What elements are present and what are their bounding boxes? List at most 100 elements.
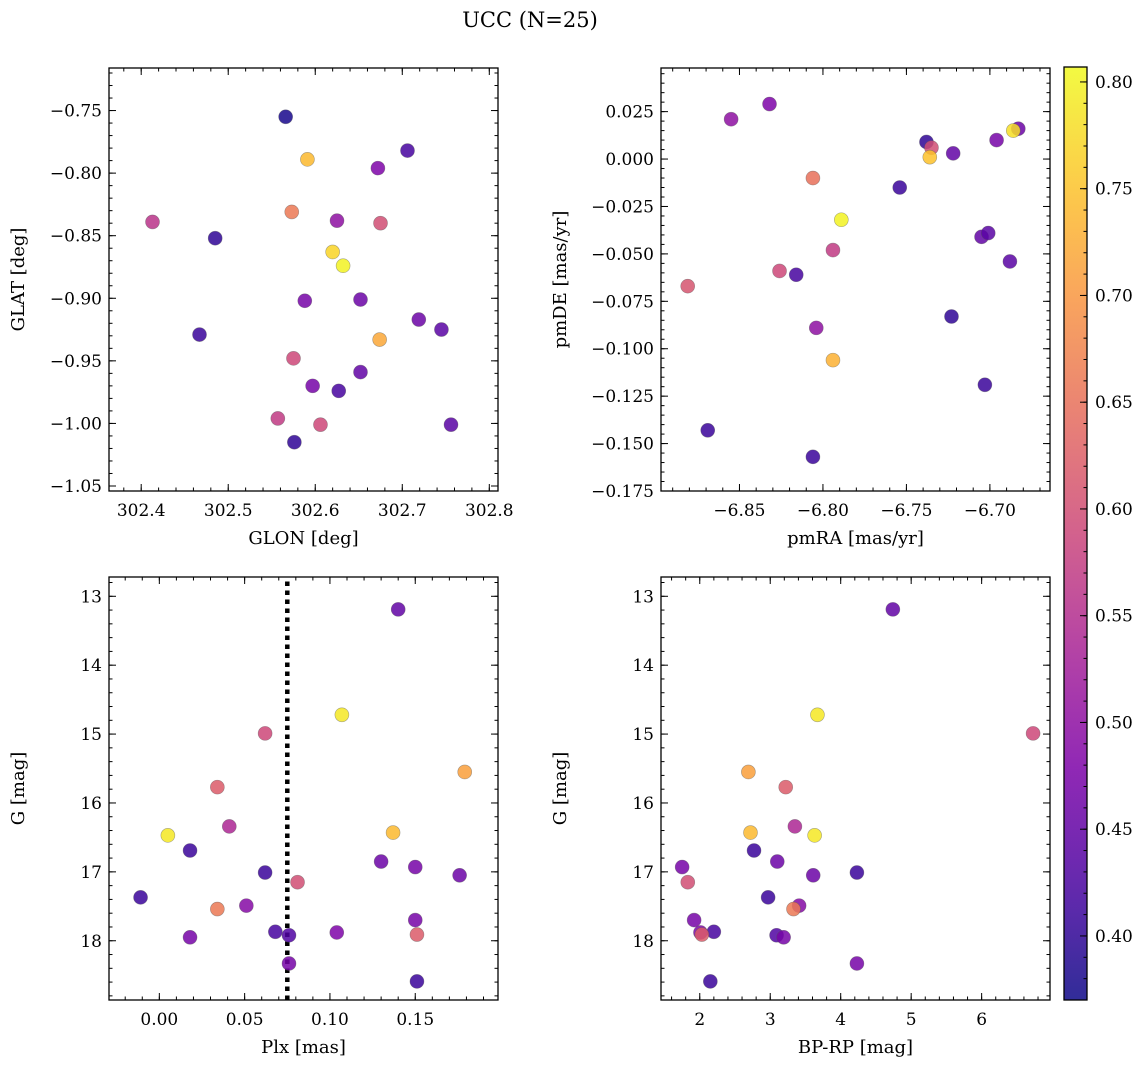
data-point xyxy=(746,843,762,858)
y-tick-label: −0.75 xyxy=(50,102,102,122)
panels: 302.4 302.5 302.6 302.7 302.8 −1.05 −1.00 −0.95… xyxy=(8,67,1051,1058)
data-point xyxy=(922,149,938,165)
y-tick-label: 0.025 xyxy=(605,103,654,123)
figure-title: UCC (N=25) xyxy=(462,8,598,32)
y-tick-label: −1.00 xyxy=(50,414,102,434)
data-point xyxy=(192,327,207,342)
y-tick-label: −0.125 xyxy=(591,387,654,407)
data-point xyxy=(210,779,225,795)
data-point xyxy=(885,602,901,617)
y-tick-label: 15 xyxy=(80,725,102,745)
y-tick-label: −0.050 xyxy=(591,245,654,265)
panel-3: 0.00 0.05 0.10 0.15 13 14 15 16 17 18 Plx [mas] G [… xyxy=(8,576,499,1058)
y-tick-label: −0.90 xyxy=(50,289,102,309)
panel-4: 2 3 4 5 6 13 14 15 16 17 18 BP-RP [mag] G [mag] xyxy=(550,576,1051,1058)
data-point xyxy=(278,109,293,125)
colorbar: 0.40 0.45 0.50 0.55 0.60 0.65 0.70 0.75 0.80 xyxy=(1063,66,1133,1001)
y-tick-label: 18 xyxy=(80,932,102,952)
data-point xyxy=(329,925,345,940)
panel-2: −6.85 −6.80 −6.75 −6.70 −0.175 −0.150 −0.125 −0… xyxy=(550,67,1051,549)
axes-frame xyxy=(108,576,499,1001)
y-tick-label: 15 xyxy=(632,725,654,745)
data-point xyxy=(762,96,777,112)
data-point xyxy=(945,146,961,161)
data-point xyxy=(145,214,160,230)
x-axis-label: Plx [mas] xyxy=(261,1037,346,1058)
x-tick-label: 3 xyxy=(765,1010,776,1030)
x-axis-label: BP-RP [mag] xyxy=(798,1037,913,1058)
x-tick-label: 0.05 xyxy=(226,1010,264,1030)
data-point xyxy=(353,364,368,380)
data-point xyxy=(760,890,776,905)
colorbar-tick-label: 0.40 xyxy=(1095,927,1133,947)
x-tick-label: 0.15 xyxy=(396,1010,434,1030)
y-tick-label: 18 xyxy=(632,932,654,952)
y-tick-label: 16 xyxy=(632,794,654,814)
colorbar-tick-label: 0.75 xyxy=(1095,180,1133,200)
data-point xyxy=(210,901,225,917)
data-point xyxy=(805,868,821,883)
data-point xyxy=(297,293,313,309)
scatter-points xyxy=(145,109,459,450)
x-tick-label: −6.70 xyxy=(964,501,1016,521)
colorbar-tick-label: 0.65 xyxy=(1095,393,1133,413)
colorbar-tick-label: 0.45 xyxy=(1095,820,1133,840)
tick-marks xyxy=(109,577,498,1000)
x-tick-label: 5 xyxy=(906,1010,917,1030)
x-tick-label: −6.85 xyxy=(713,501,765,521)
data-point xyxy=(286,351,301,366)
axes-frame xyxy=(660,576,1051,1001)
x-tick-label: 302.6 xyxy=(291,501,340,521)
data-point xyxy=(284,204,300,220)
x-tick-label: 302.5 xyxy=(204,501,253,521)
data-point xyxy=(334,707,350,723)
data-point xyxy=(221,819,237,834)
axes-frame xyxy=(108,67,499,492)
y-tick-label: −0.85 xyxy=(50,227,102,247)
data-point xyxy=(335,258,351,274)
data-point xyxy=(788,267,804,283)
data-point xyxy=(807,828,822,843)
x-tick-label: 0.00 xyxy=(140,1010,178,1030)
y-tick-label: 17 xyxy=(80,863,102,883)
data-point xyxy=(373,854,389,869)
data-point xyxy=(769,854,785,869)
data-point xyxy=(1025,726,1041,741)
data-point xyxy=(805,170,821,186)
data-point xyxy=(434,322,449,337)
panel-1: 302.4 302.5 302.6 302.7 302.8 −1.05 −1.00 −0.95… xyxy=(8,67,514,549)
data-point xyxy=(741,764,756,780)
data-point xyxy=(409,927,425,942)
data-point xyxy=(409,974,425,989)
x-axis-label: GLON [deg] xyxy=(248,528,358,549)
data-point xyxy=(776,930,791,945)
y-tick-label: 16 xyxy=(80,794,102,814)
x-tick-label: 0.10 xyxy=(311,1010,349,1030)
data-point xyxy=(407,859,423,875)
data-point xyxy=(980,225,996,241)
data-point xyxy=(944,309,959,324)
y-tick-label: −1.05 xyxy=(50,477,102,497)
data-point xyxy=(703,974,718,989)
data-point xyxy=(457,764,473,780)
y-tick-label: −0.075 xyxy=(591,292,654,312)
data-point xyxy=(407,912,423,928)
x-tick-label: 4 xyxy=(835,1010,846,1030)
y-tick-label: −0.025 xyxy=(591,197,654,217)
data-point xyxy=(182,843,198,858)
colorbar-tick-label: 0.50 xyxy=(1095,713,1133,733)
y-tick-label: 13 xyxy=(632,587,654,607)
data-point xyxy=(390,602,406,617)
scatter-points xyxy=(680,96,1026,465)
data-point xyxy=(160,828,176,843)
data-point xyxy=(239,898,254,913)
data-point xyxy=(443,417,459,432)
scatter-points xyxy=(674,602,1041,989)
y-tick-label: −0.95 xyxy=(50,352,102,372)
data-point xyxy=(706,924,722,940)
data-point xyxy=(305,378,320,394)
data-point xyxy=(300,152,315,167)
y-tick-label: 0.000 xyxy=(605,150,654,170)
y-tick-label: 13 xyxy=(80,587,102,607)
x-tick-label: 302.8 xyxy=(465,501,514,521)
